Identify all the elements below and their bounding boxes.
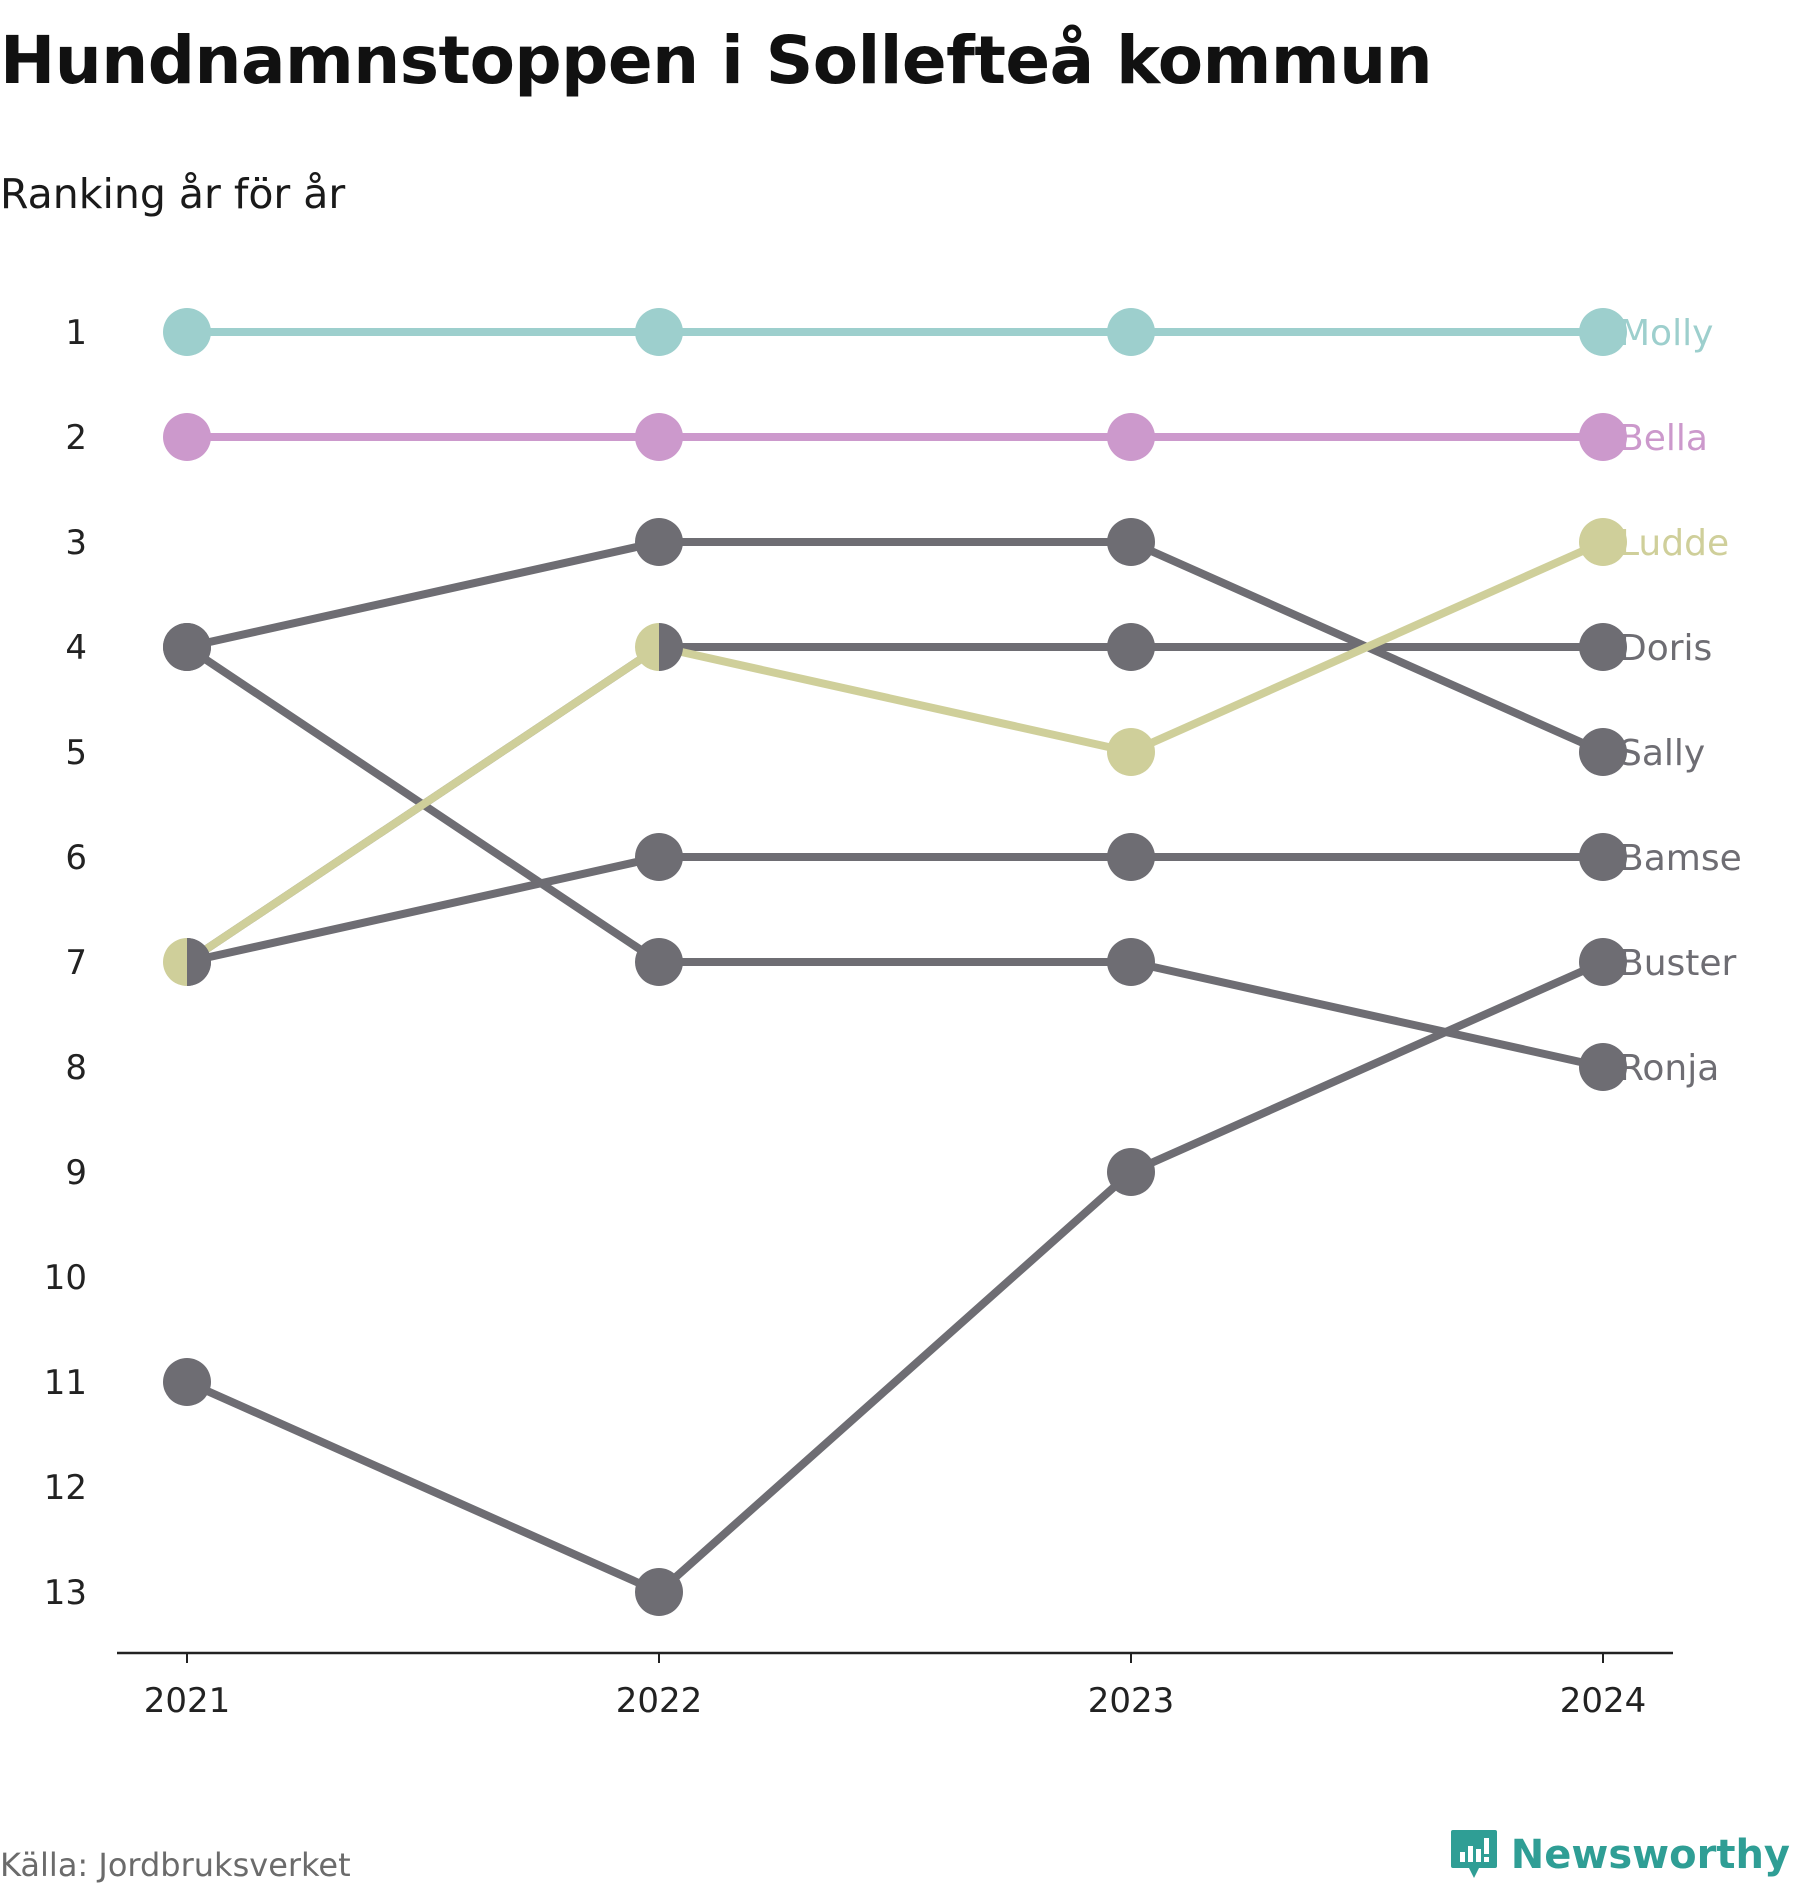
point-ludde-2023: [1107, 728, 1155, 776]
point-ronja-2021: [163, 623, 211, 671]
point-bamse-2024: [1579, 833, 1627, 881]
x-tick-label: 2022: [616, 1681, 703, 1721]
point-molly-2024: [1579, 308, 1627, 356]
y-tick-label: 10: [44, 1258, 87, 1298]
series-label-ludde: Ludde: [1619, 523, 1729, 564]
y-tick-label: 2: [65, 418, 87, 458]
point-ludde-2024: [1579, 518, 1627, 566]
point-ludde-2021: [163, 938, 187, 986]
point-bamse-2023: [1107, 833, 1155, 881]
point-doris-2022: [659, 623, 683, 671]
point-ludde-2022: [635, 623, 659, 671]
x-axis: 2021 2022 2023 2024: [117, 1651, 1673, 1721]
y-tick-label: 7: [65, 943, 87, 983]
series-label-doris: Doris: [1619, 628, 1712, 669]
point-molly-2021: [163, 308, 211, 356]
point-sally-2022: [635, 518, 683, 566]
point-sally-2023: [1107, 518, 1155, 566]
brand-logo: Newsworthy: [1449, 1828, 1790, 1882]
point-bella-2022: [635, 413, 683, 461]
newsworthy-logo-icon: [1450, 1830, 1497, 1878]
point-bamse-2021: [187, 938, 211, 986]
x-tick-label: 2024: [1560, 1681, 1647, 1721]
point-ronja-2024: [1579, 1043, 1627, 1091]
y-tick-label: 1: [65, 313, 87, 353]
point-buster-2024: [1579, 938, 1627, 986]
chart-subtitle: Ranking år för år: [0, 170, 346, 218]
point-bella-2024: [1579, 413, 1627, 461]
y-tick-label: 8: [65, 1048, 87, 1088]
y-tick-label: 5: [65, 733, 87, 773]
point-ronja-2022: [635, 938, 683, 986]
series-label-bamse: Bamse: [1619, 838, 1742, 879]
point-ronja-2023: [1107, 938, 1155, 986]
point-doris-2024: [1579, 623, 1627, 671]
x-tick-label: 2023: [1088, 1681, 1175, 1721]
y-tick-label: 4: [65, 628, 87, 668]
series-line-buster: [183, 958, 1607, 1596]
point-bella-2023: [1107, 413, 1155, 461]
x-tick-label: 2021: [144, 1681, 231, 1721]
y-tick-label: 3: [65, 523, 87, 563]
point-sally-2024: [1579, 728, 1627, 776]
point-buster-2022: [635, 1568, 683, 1616]
point-molly-2023: [1107, 308, 1155, 356]
y-tick-label: 11: [44, 1363, 87, 1403]
point-buster-2021: [163, 1358, 211, 1406]
series-points: [163, 308, 1627, 1616]
point-buster-2023: [1107, 1148, 1155, 1196]
y-tick-label: 12: [44, 1468, 87, 1508]
series-label-sally: Sally: [1619, 733, 1705, 774]
brand-name: Newsworthy: [1510, 1832, 1790, 1878]
series-label-ronja: Ronja: [1619, 1048, 1719, 1089]
series-label-bella: Bella: [1619, 418, 1708, 459]
point-bamse-2022: [635, 833, 683, 881]
point-bella-2021: [163, 413, 211, 461]
point-molly-2022: [635, 308, 683, 356]
series-line-ludde: [183, 538, 1607, 966]
series-lines: [183, 328, 1607, 1596]
y-tick-label: 13: [44, 1573, 87, 1613]
series-label-buster: Buster: [1619, 943, 1737, 984]
point-doris-2023: [1107, 623, 1155, 671]
source-note: Källa: Jordbruksverket: [0, 1846, 351, 1884]
y-tick-label: 6: [65, 838, 87, 878]
series-labels: Molly Bella Ludde Doris Sally Bamse Buster Ronj…: [1619, 313, 1742, 1089]
chart-title: Hundnamnstoppen i Sollefteå kommun: [0, 22, 1433, 99]
series-label-molly: Molly: [1619, 313, 1713, 354]
series-line-bamse: [183, 853, 1607, 966]
y-tick-label: 9: [65, 1153, 87, 1193]
